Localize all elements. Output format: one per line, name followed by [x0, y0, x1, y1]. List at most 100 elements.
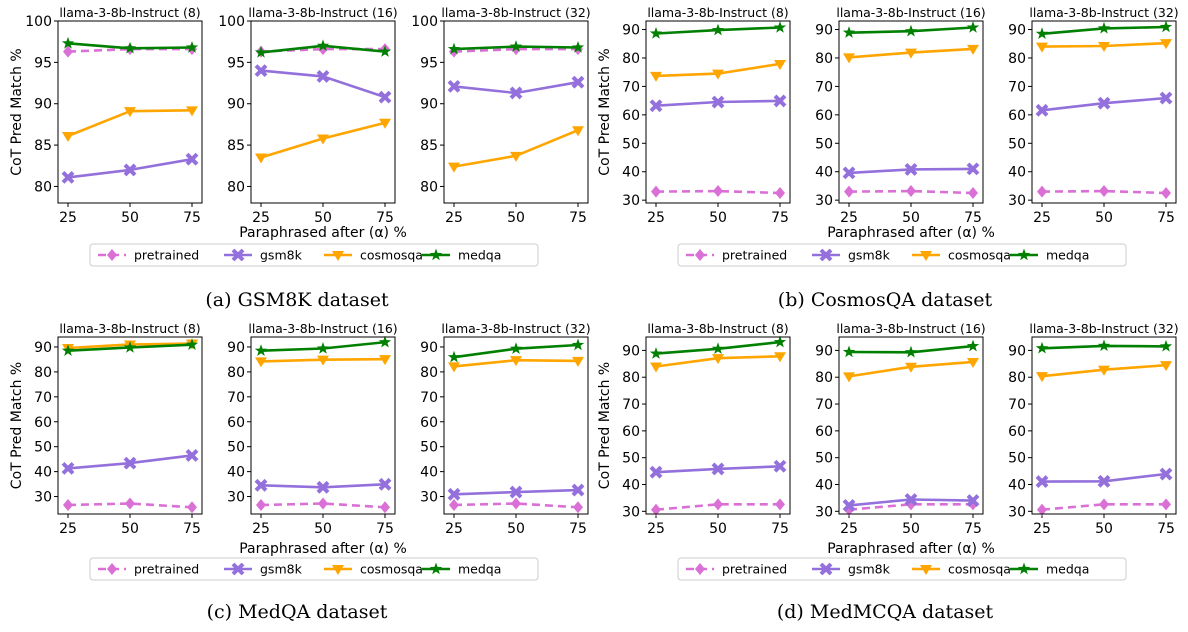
plot-frame [443, 20, 589, 204]
y-tick-label: 30 [815, 504, 833, 520]
y-axis-label: CoT Pred Match % [597, 48, 613, 175]
plot-frame [57, 20, 203, 204]
subplot-title: llama-3-8b-Instruct (16) [836, 5, 985, 20]
subplot-1-2: llama-3-8b-Instruct (32) 30 40 50 60 70 80 90 25… [1008, 5, 1178, 226]
x-tick-label: 25 [840, 521, 858, 537]
data-point-gsm8k [571, 483, 585, 497]
data-point-cosmosqa [317, 134, 329, 145]
panel-3: llama-3-8b-Instruct (8) 30 40 50 60 70 80 90 25 5… [597, 321, 1179, 623]
plot-frame [838, 20, 984, 204]
x-tick-label: 75 [569, 210, 587, 226]
data-point-pretrained [63, 45, 73, 58]
y-tick-label: 85 [420, 138, 438, 154]
y-tick-label: 95 [420, 55, 438, 71]
legend-marker-pretrained [107, 563, 117, 575]
data-point-pretrained [775, 498, 785, 511]
data-point-gsm8k [316, 70, 330, 83]
y-tick-label: 70 [34, 390, 52, 406]
legend-marker-cosmosqa [920, 565, 932, 575]
x-tick-label: 50 [121, 521, 139, 537]
data-point-pretrained [63, 499, 73, 512]
y-tick-label: 95 [227, 55, 245, 71]
subplot-2-0: llama-3-8b-Instruct (8) 30 40 50 60 70 80 90 25 5… [34, 321, 203, 537]
y-tick-label: 90 [227, 340, 245, 356]
legend-marker-pretrained [695, 249, 705, 261]
legend-label-pretrained: pretrained [134, 562, 199, 577]
series-line-pretrained [655, 189, 781, 195]
data-point-medqa [61, 344, 75, 356]
data-point-pretrained [651, 503, 661, 516]
legend-label-medqa: medqa [1046, 562, 1089, 577]
legend-box [89, 243, 539, 267]
panel-caption: (c) MedQA dataset [207, 601, 388, 623]
x-axis-label: Paraphrased after (α) % [239, 225, 407, 241]
y-tick-label: 50 [34, 440, 52, 456]
data-point-medqa [1159, 339, 1173, 352]
y-tick-label: 40 [815, 478, 833, 494]
data-point-pretrained [380, 501, 390, 514]
x-tick-label: 25 [1033, 210, 1051, 226]
data-point-medqa [378, 45, 392, 57]
data-point-medqa [509, 40, 523, 52]
y-tick-label: 80 [34, 365, 52, 381]
legend-label-cosmosqa: cosmosqa [360, 562, 423, 577]
legend-label-pretrained: pretrained [722, 248, 787, 263]
y-tick-label: 80 [420, 365, 438, 381]
x-tick-label: 75 [376, 521, 394, 537]
data-point-pretrained [449, 499, 459, 512]
y-tick-label: 90 [420, 340, 438, 356]
data-point-gsm8k [509, 86, 523, 100]
data-point-pretrained [651, 185, 661, 198]
data-point-medqa [711, 23, 725, 36]
data-point-gsm8k [842, 499, 856, 512]
plot-frame [1031, 336, 1177, 515]
data-point-medqa [571, 338, 585, 351]
subplot-title: llama-3-8b-Instruct (32) [1029, 5, 1178, 20]
y-tick-label: 30 [1008, 504, 1026, 520]
y-tick-label: 100 [25, 14, 52, 30]
legend-label-pretrained: pretrained [134, 248, 199, 263]
y-tick-label: 30 [622, 193, 640, 209]
data-point-cosmosqa [905, 48, 917, 59]
data-point-cosmosqa [572, 356, 584, 367]
series-line-pretrained [67, 47, 192, 53]
panel-caption: (a) GSM8K dataset [205, 289, 389, 311]
y-tick-label: 80 [622, 51, 640, 67]
x-tick-label: 75 [569, 521, 587, 537]
subplot-title: llama-3-8b-Instruct (16) [836, 321, 985, 336]
data-point-cosmosqa [774, 352, 786, 363]
x-tick-label: 25 [252, 521, 270, 537]
data-point-cosmosqa [124, 107, 136, 118]
y-tick-label: 50 [1008, 451, 1026, 467]
legend-label-medqa: medqa [1046, 248, 1089, 263]
data-point-medqa [123, 41, 137, 54]
y-tick-label: 40 [622, 478, 640, 494]
y-tick-label: 80 [622, 370, 640, 386]
subplot-1-1: llama-3-8b-Instruct (16) 30 40 50 60 70 80 90 25… [815, 5, 985, 226]
y-tick-label: 80 [815, 370, 833, 386]
y-tick-label: 30 [622, 504, 640, 520]
plot-frame [57, 336, 203, 515]
data-point-pretrained [906, 185, 916, 198]
series-line-pretrained [260, 502, 386, 509]
subplot-title: llama-3-8b-Instruct (16) [248, 321, 397, 336]
y-tick-label: 50 [815, 136, 833, 152]
data-point-gsm8k [904, 163, 918, 176]
legend: pretrained gsm8k cosmosqa medqa [677, 557, 1127, 581]
data-point-gsm8k [447, 487, 461, 501]
data-point-gsm8k [649, 465, 663, 479]
y-tick-label: 70 [420, 390, 438, 406]
legend-box [89, 557, 539, 581]
data-point-cosmosqa [967, 44, 979, 55]
data-point-cosmosqa [1098, 42, 1110, 53]
data-point-medqa [254, 45, 268, 58]
legend-label-medqa: medqa [458, 248, 501, 263]
legend-label-gsm8k: gsm8k [848, 248, 891, 263]
data-point-pretrained [1161, 498, 1171, 511]
data-point-medqa [447, 42, 461, 55]
y-tick-label: 80 [815, 51, 833, 67]
data-point-gsm8k [571, 75, 585, 89]
legend-marker-gsm8k [231, 562, 245, 576]
y-tick-label: 50 [420, 440, 438, 456]
data-point-medqa [842, 345, 856, 358]
